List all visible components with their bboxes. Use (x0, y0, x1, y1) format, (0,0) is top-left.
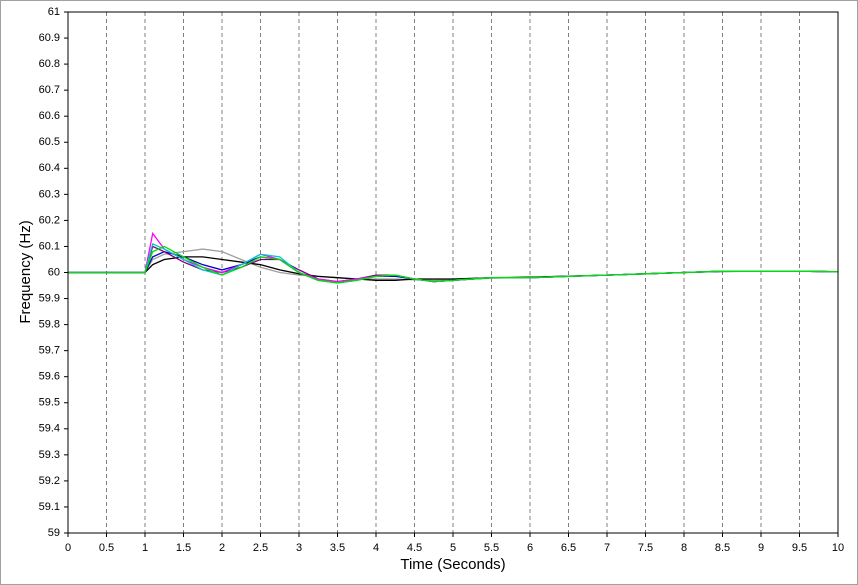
x-tick-label: 5.5 (484, 542, 499, 554)
x-tick-label: 4.5 (407, 542, 422, 554)
y-tick-label: 59.2 (39, 475, 60, 487)
y-tick-label: 60.6 (39, 110, 60, 122)
y-tick-label: 60.2 (39, 214, 60, 226)
y-tick-label: 60 (48, 266, 60, 278)
y-tick-label: 60.1 (39, 240, 60, 252)
x-tick-label: 9 (758, 542, 764, 554)
x-tick-label: 1 (142, 542, 148, 554)
plot-border (67, 11, 839, 534)
y-tick-label: 59 (48, 527, 60, 539)
y-tick-label: 60.5 (39, 136, 60, 148)
y-tick-label: 61 (48, 6, 60, 18)
x-tick-label: 9.5 (792, 542, 807, 554)
x-tick-label: 8 (681, 542, 687, 554)
y-tick-label: 59.1 (39, 501, 60, 513)
y-axis-title: Frequency (Hz) (17, 220, 34, 323)
series-line (68, 245, 839, 284)
y-tick-label: 60.3 (39, 188, 60, 200)
x-tick-label: 8.5 (715, 542, 730, 554)
x-tick-label: 6.5 (561, 542, 576, 554)
x-tick-label: 5 (450, 542, 456, 554)
x-tick-label: 4 (373, 542, 379, 554)
y-tick-label: 60.8 (39, 58, 60, 70)
x-tick-label: 3.5 (330, 542, 345, 554)
y-tick-label: 59.7 (39, 345, 60, 357)
y-tick-label: 59.8 (39, 319, 60, 331)
x-axis-title: Time (Seconds) (400, 556, 505, 573)
y-tick-label: 59.9 (39, 292, 60, 304)
x-tick-label: 3 (296, 542, 302, 554)
y-tick-label: 59.3 (39, 449, 60, 461)
x-tick-label: 0 (65, 542, 71, 554)
x-tick-label: 7 (604, 542, 610, 554)
x-tick-label: 1.5 (176, 542, 191, 554)
y-tick-label: 60.4 (39, 162, 60, 174)
y-tick-label: 60.7 (39, 84, 60, 96)
x-tick-label: 2.5 (253, 542, 268, 554)
y-tick-label: 59.4 (39, 423, 60, 435)
x-tick-label: 7.5 (638, 542, 653, 554)
x-tick-label: 6 (527, 542, 533, 554)
y-tick-label: 60.9 (39, 32, 60, 44)
y-tick-label: 59.5 (39, 397, 60, 409)
y-tick-label: 59.6 (39, 371, 60, 383)
x-tick-label: 0.5 (99, 542, 114, 554)
x-tick-label: 2 (219, 542, 225, 554)
x-tick-label: 10 (832, 542, 844, 554)
